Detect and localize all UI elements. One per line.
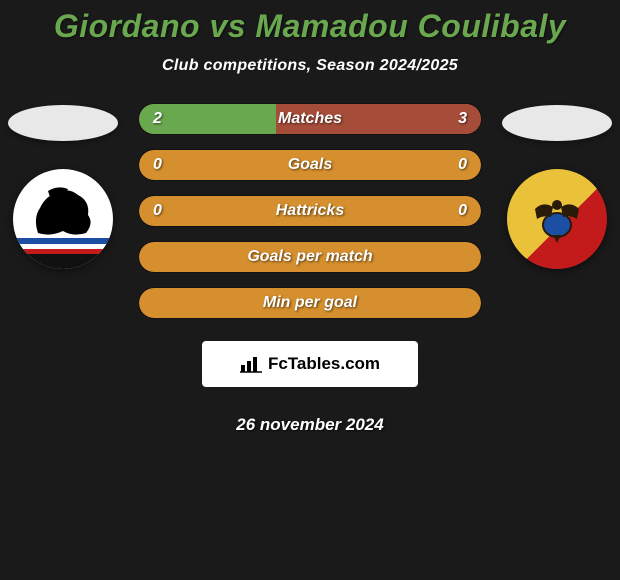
date-line: 26 november 2024 [236,415,383,435]
left-player-photo-placeholder [8,105,118,141]
stat-bar: Min per goal [138,287,482,319]
stat-label: Goals per match [247,248,372,266]
stat-value-right: 0 [458,156,467,174]
stat-label: Min per goal [263,294,357,312]
stat-value-right: 3 [458,110,467,128]
stats-column: 2 3 Matches 0 0 Goals 0 0 Hattricks Goals per mat… [138,103,482,435]
eagle-crest-icon [529,195,585,243]
stat-label: Matches [278,110,342,128]
brand-text: FcTables.com [268,354,380,374]
stat-value-left: 2 [153,110,162,128]
stat-bar: Goals per match [138,241,482,273]
stat-bar: 2 3 Matches [138,103,482,135]
left-player-column [8,103,118,269]
stat-value-left: 0 [153,156,162,174]
stat-bar: 0 0 Goals [138,149,482,181]
subtitle: Club competitions, Season 2024/2025 [0,57,620,75]
sailor-silhouette-icon [28,183,98,238]
right-player-column [502,103,612,269]
stat-label: Goals [288,156,332,174]
stat-value-left: 0 [153,202,162,220]
main-row: 2 3 Matches 0 0 Goals 0 0 Hattricks Goals per mat… [0,103,620,435]
comparison-infographic: Giordano vs Mamadou Coulibaly Club compe… [0,0,620,435]
page-title: Giordano vs Mamadou Coulibaly [0,8,620,45]
stat-label: Hattricks [276,202,344,220]
stat-bar: 0 0 Hattricks [138,195,482,227]
stat-value-right: 0 [458,202,467,220]
left-club-badge [13,169,113,269]
right-player-photo-placeholder [502,105,612,141]
brand-box: FcTables.com [202,341,418,387]
bar-chart-icon [240,355,262,373]
right-club-badge [507,169,607,269]
